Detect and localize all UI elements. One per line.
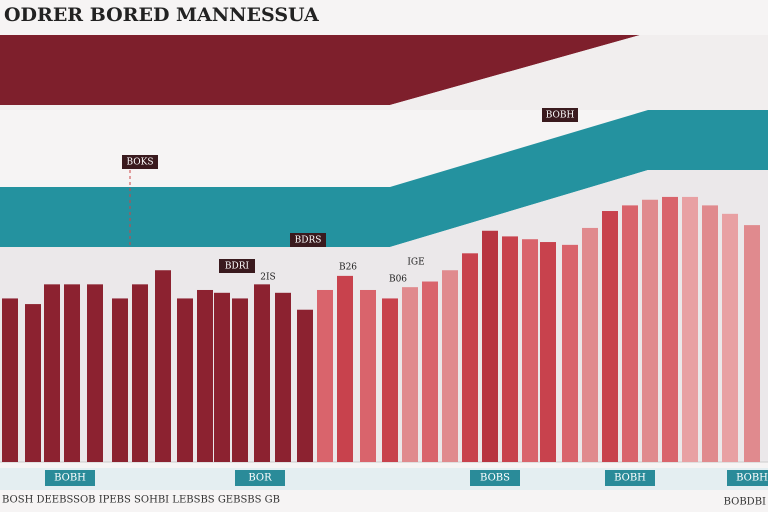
bar (422, 281, 438, 462)
annotation: 2IS (260, 273, 275, 283)
bar (337, 275, 353, 462)
bar (155, 270, 171, 462)
bar (2, 298, 18, 462)
bar (382, 298, 398, 462)
bar (87, 284, 103, 462)
band-label-box (727, 470, 768, 486)
band-label-box (45, 470, 95, 486)
bar (702, 205, 718, 462)
bar (232, 298, 248, 462)
light-band (0, 35, 768, 110)
bar (360, 289, 376, 462)
annotation: B26 (339, 263, 357, 273)
bar (275, 292, 291, 462)
bar (132, 284, 148, 462)
band-label: BOBH (54, 473, 86, 484)
band-label: BOR (248, 473, 272, 484)
band-label-box (470, 470, 520, 486)
bar (177, 298, 193, 462)
bar (622, 205, 638, 462)
label-strip (0, 468, 768, 490)
annotation: BOBH (546, 111, 575, 121)
band-label: BOBH (736, 473, 768, 484)
annotation-box (122, 155, 158, 169)
bar (317, 289, 333, 462)
chart-title: ODRER BORED MANNESSUA (4, 4, 319, 26)
bar (522, 239, 538, 462)
bar (197, 289, 213, 462)
annotation: BDRS (295, 236, 322, 246)
annotation: BOKS (126, 158, 153, 168)
bar (112, 298, 128, 462)
footer: BOSH DEEBSSOB IPEBS SOHBI LEBSBS GEBSBS … (2, 495, 280, 506)
teal-band (0, 110, 768, 247)
annotation-box (219, 259, 255, 273)
bar (402, 287, 418, 462)
bar (297, 309, 313, 462)
annotation: BDRI (225, 262, 250, 272)
bar (744, 225, 760, 462)
bar (44, 284, 60, 462)
bar (682, 196, 698, 463)
annotation: IGE (407, 258, 424, 268)
bar (64, 284, 80, 462)
band-label-box (235, 470, 285, 486)
bar (642, 199, 658, 463)
bar (562, 244, 578, 462)
band-label: BOBS (480, 473, 510, 484)
bar (582, 227, 598, 462)
annotation-box (290, 233, 326, 247)
band-label: BOBH (614, 473, 646, 484)
bar (540, 242, 556, 462)
bar (254, 284, 270, 462)
band-label-box (605, 470, 655, 486)
top-band (0, 35, 640, 105)
annotation-box (542, 108, 578, 122)
bar (602, 211, 618, 462)
bar (722, 213, 738, 462)
bar (214, 292, 230, 462)
bar (462, 253, 478, 462)
bar (662, 196, 678, 463)
bar (442, 270, 458, 462)
footer-right: BOBDBI (724, 497, 766, 508)
annotation: B06 (389, 275, 407, 285)
bar (482, 230, 498, 462)
bar (502, 236, 518, 462)
bar (25, 304, 41, 462)
